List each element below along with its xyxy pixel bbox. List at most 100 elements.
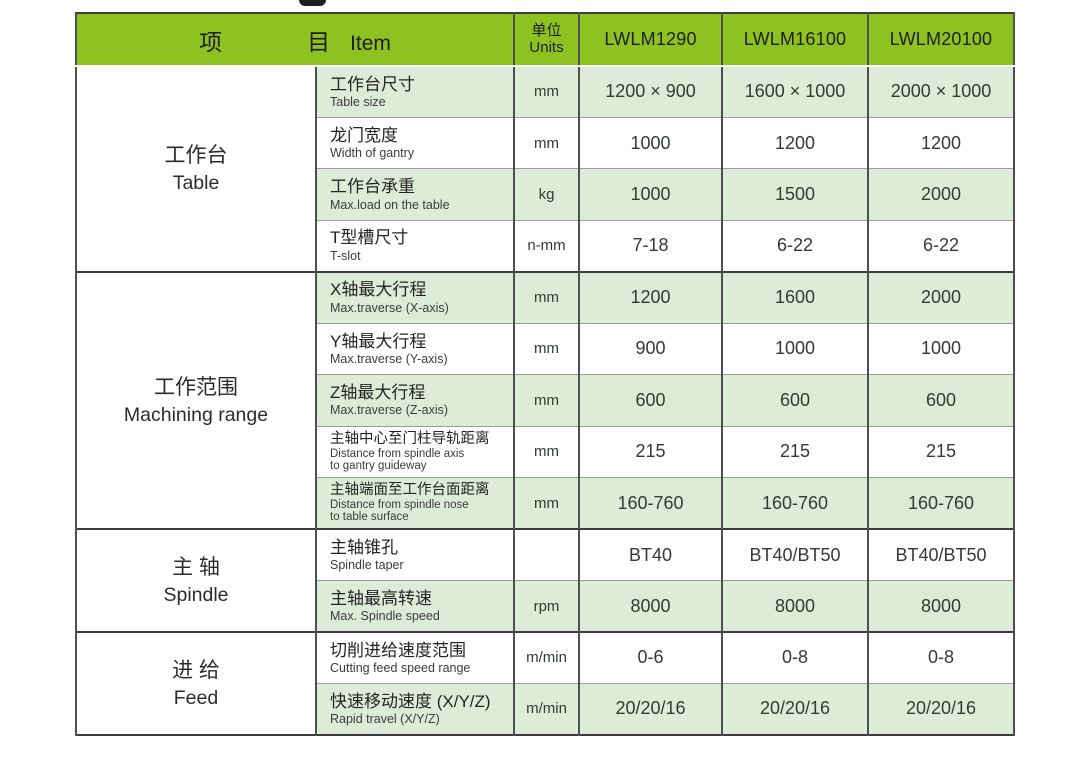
value-cell-lwlm20100: 2000 [867,168,1015,221]
cropped-title-fragment [299,0,326,6]
unit-cell: mm [513,374,580,427]
unit-cell: mm [513,270,580,324]
item-header-cn1: 项 [199,28,223,55]
group-cell-table: 工作台 Table [75,65,317,273]
table-row-max-load: 工作台承重 Max.load on the table kg 1000 1500… [76,168,1015,221]
unit-cell: mm [513,322,580,376]
model-header-lwlm20100: LWLM20100 [867,12,1015,67]
unit-cell: m/min [513,630,580,684]
model-header-lwlm1290: LWLM1290 [578,12,723,67]
item-header-cell: 项 目 Item [75,12,515,67]
group-label-cn: 进 给 [172,658,220,682]
group-cell-machining-range: 工作范围 Machining range [75,270,317,530]
unit-cell: n-mm [513,219,580,273]
group-label-en: Feed [173,687,219,710]
item-label-en: Max.traverse (Y-axis) [330,352,448,366]
table-row-table-size: 工作台 Table 工作台尺寸 Table size mm 1200 × 900… [75,64,1015,273]
group-label-en: Machining range [123,403,269,426]
item-cell: 工作台尺寸 Table size [315,64,515,118]
value-cell-lwlm1290: 600 [578,374,723,427]
item-cell: 工作台承重 Max.load on the table [315,168,515,221]
value-cell-lwlm1290: 160-760 [578,477,723,530]
table-row-rapid-travel: 快速移动速度 (X/Y/Z) Rapid travel (X/Y/Z) m/mi… [76,682,1015,736]
table-row-cutting-feed: 进 给 Feed 切削进给速度范围 Cutting feed speed ran… [75,630,1015,736]
value-cell-lwlm1290: BT40 [578,528,723,582]
unit-cell: mm [513,425,580,479]
table-row-x-traverse: 工作范围 Machining range X轴最大行程 Max.traverse… [75,270,1015,530]
value-cell-lwlm20100: 2000 [867,270,1015,324]
value-cell-lwlm16100: 160-760 [721,477,869,530]
units-header-cn: 单位 [531,22,562,39]
value-cell-lwlm1290: 900 [578,322,723,376]
spec-table: 项 目 Item 单位 Units LWLM1290 LWLM16100 LWLM2… [75,12,1015,736]
value-cell-lwlm16100: 600 [721,374,869,427]
value-cell-lwlm1290: 1000 [578,168,723,221]
table-header-row: 项 目 Item 单位 Units LWLM1290 LWLM16100 LWLM2… [75,12,1015,67]
item-label-en: Cutting feed speed range [330,660,471,675]
value-cell-lwlm16100: 1200 [721,116,869,170]
item-cell: 主轴中心至门柱导轨距离 Distance from spindle axis t… [315,425,515,479]
item-cell: Y轴最大行程 Max.traverse (Y-axis) [315,322,515,376]
value-cell-lwlm20100: 0-8 [867,630,1015,684]
item-label-cn: Z轴最大行程 [330,383,426,403]
item-cell: 主轴最高转速 Max. Spindle speed [315,580,515,633]
value-cell-lwlm16100: 1600 [721,270,869,324]
item-cell: Z轴最大行程 Max.traverse (Z-axis) [315,374,515,427]
item-cell: 主轴锥孔 Spindle taper [315,528,515,582]
value-cell-lwlm16100: 0-8 [721,630,869,684]
item-label-cn: 主轴中心至门柱导轨距离 [330,430,490,447]
unit-cell: m/min [513,682,580,736]
units-header-en: Units [529,38,564,56]
value-cell-lwlm20100: 160-760 [867,477,1015,530]
item-label-cn: 主轴最高转速 [330,588,432,608]
unit-cell: kg [513,168,580,221]
item-label-cn: X轴最大行程 [330,280,427,300]
item-cell: 主轴端面至工作台面距离 Distance from spindle nose t… [315,477,515,530]
value-cell-lwlm1290: 7-18 [578,219,723,273]
group-cell-feed: 进 给 Feed [75,630,317,736]
item-label-en2: to gantry guideway [330,459,427,472]
item-label-cn: 主轴端面至工作台面距离 [330,482,490,499]
unit-cell: rpm [513,580,580,633]
item-label-en: Spindle taper [330,558,404,573]
table-row-gantry-width: 龙门宽度 Width of gantry mm 1000 1200 1200 [76,116,1015,170]
table-row-y-traverse: Y轴最大行程 Max.traverse (Y-axis) mm 900 1000… [76,322,1015,376]
value-cell-lwlm16100: 20/20/16 [721,682,869,736]
group-label-cn: 工作台 [164,144,228,168]
value-cell-lwlm1290: 1000 [578,116,723,170]
item-header-cn2: 目 [307,28,331,55]
value-cell-lwlm16100: 1600 × 1000 [721,64,869,118]
value-cell-lwlm20100: 1200 [867,116,1015,170]
value-cell-lwlm16100: 1000 [721,322,869,376]
group-label-en: Table [172,172,220,195]
model-header-lwlm16100: LWLM16100 [721,12,869,67]
item-label-en: Max.traverse (Z-axis) [330,403,449,418]
item-label-cn: 龙门宽度 [330,125,398,145]
item-label-cn: Y轴最大行程 [330,331,427,351]
group-label-en: Spindle [163,584,229,607]
item-label-cn: 主轴锥孔 [330,537,398,557]
unit-cell: mm [513,64,580,118]
item-label-cn: 工作台承重 [330,177,415,197]
value-cell-lwlm16100: 6-22 [721,219,869,273]
item-label-en: Rapid travel (X/Y/Z) [330,711,440,726]
table-row-spindle-to-table: 主轴端面至工作台面距离 Distance from spindle nose t… [76,477,1015,530]
item-label-en: Max.traverse (X-axis) [330,300,449,315]
table-row-t-slot: T型槽尺寸 T-slot n-mm 7-18 6-22 6-22 [76,219,1015,273]
item-label-en2: to table surface [330,511,409,524]
value-cell-lwlm16100: 215 [721,425,869,479]
value-cell-lwlm1290: 0-6 [578,630,723,684]
value-cell-lwlm1290: 1200 × 900 [578,64,723,118]
item-label-en: Distance from spindle nose [330,499,469,511]
item-cell: X轴最大行程 Max.traverse (X-axis) [315,270,515,324]
item-label-en: Table size [330,94,386,109]
item-label-en: Distance from spindle axis [330,447,465,460]
value-cell-lwlm1290: 1200 [578,270,723,324]
value-cell-lwlm20100: 1000 [867,322,1015,376]
value-cell-lwlm20100: 8000 [867,580,1015,633]
value-cell-lwlm16100: 8000 [721,580,869,633]
table-row-spindle-to-gantry: 主轴中心至门柱导轨距离 Distance from spindle axis t… [76,425,1015,479]
unit-cell: mm [513,477,580,530]
item-label-cn: 工作台尺寸 [330,74,415,94]
